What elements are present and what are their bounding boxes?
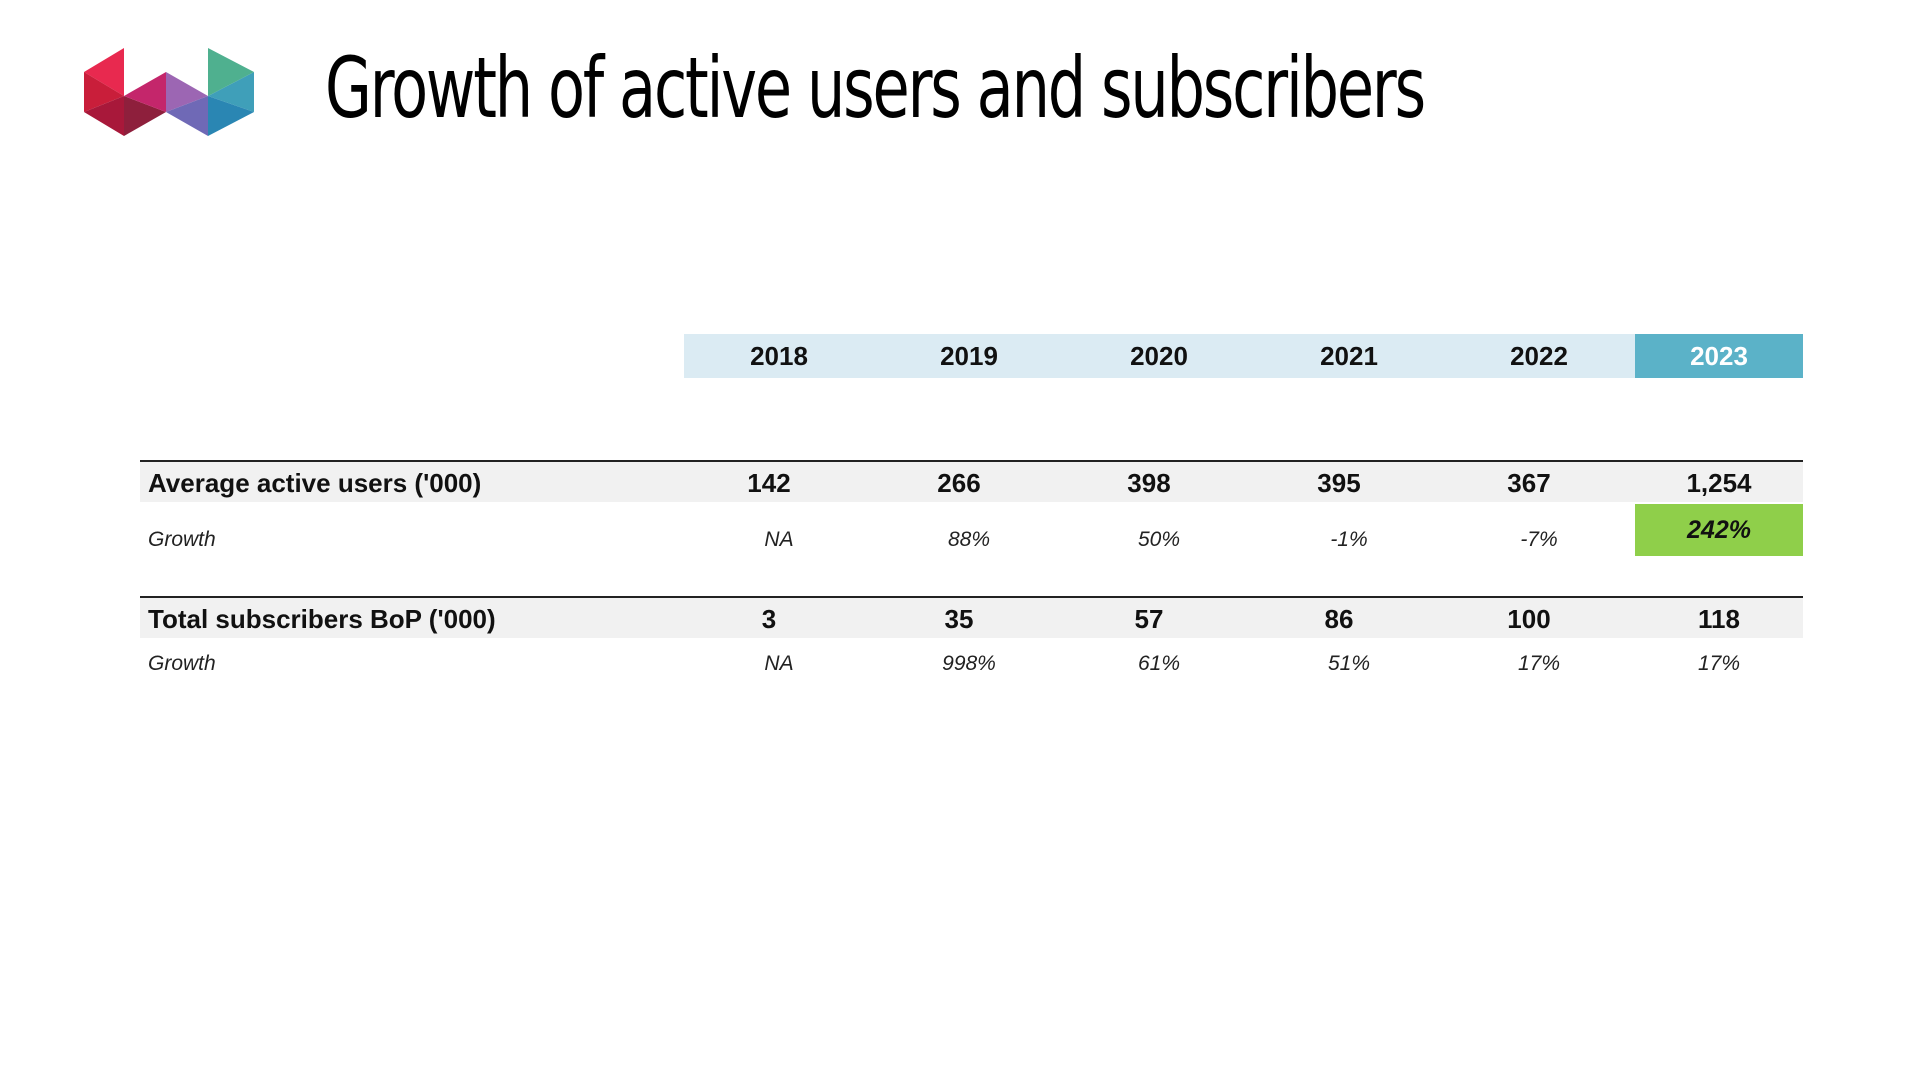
table-cell: 88% bbox=[947, 528, 991, 551]
table-cell: 50% bbox=[1137, 528, 1181, 551]
year-header-2022: 2022 bbox=[1510, 340, 1568, 371]
table-cell: 57 bbox=[1134, 603, 1164, 634]
table-row bbox=[140, 596, 1803, 638]
year-header-2018: 2018 bbox=[750, 340, 808, 371]
year-header-2020: 2020 bbox=[1130, 340, 1188, 371]
table-cell: 242% bbox=[1687, 515, 1751, 544]
row-label-growth: Growth bbox=[148, 652, 216, 675]
table-cell: NA bbox=[764, 528, 794, 551]
page-title: Growth of active users and subscribers bbox=[325, 39, 1426, 137]
table-cell: 367 bbox=[1507, 467, 1551, 498]
growth-highlight-cell bbox=[1635, 504, 1803, 556]
year-header-2019: 2019 bbox=[940, 340, 998, 371]
table-cell: -1% bbox=[1330, 528, 1368, 551]
table-cell: 395 bbox=[1317, 467, 1361, 498]
table-cell: 61% bbox=[1137, 652, 1181, 675]
table-cell: -7% bbox=[1520, 528, 1558, 551]
table-cell: 266 bbox=[937, 467, 981, 498]
table-cell: 398 bbox=[1127, 467, 1171, 498]
table-cell: 142 bbox=[747, 467, 791, 498]
row-label-growth: Growth bbox=[148, 528, 216, 551]
row-label-active-users: Average active users ('000) bbox=[148, 467, 482, 498]
year-header-band bbox=[684, 334, 1635, 378]
table-cell: 118 bbox=[1698, 603, 1740, 634]
table-cell: 17% bbox=[1517, 652, 1561, 675]
table-cell: 998% bbox=[942, 652, 996, 675]
table-row bbox=[140, 460, 1803, 502]
table-cell: 3 bbox=[761, 603, 777, 634]
table-cell: 51% bbox=[1327, 652, 1371, 675]
table-cell: 35 bbox=[944, 603, 974, 634]
table-cell: 1,254 bbox=[1686, 467, 1752, 498]
year-header-2021: 2021 bbox=[1320, 340, 1378, 371]
table-cell: 100 bbox=[1507, 603, 1551, 634]
year-header-highlight bbox=[1635, 334, 1803, 378]
table-cell: NA bbox=[764, 652, 794, 675]
year-header-2023: 2023 bbox=[1690, 340, 1748, 371]
table-cell: 86 bbox=[1324, 603, 1354, 634]
company-logo-icon bbox=[84, 48, 254, 136]
row-label-subscribers: Total subscribers BoP ('000) bbox=[148, 603, 496, 634]
table-cell: 17% bbox=[1697, 652, 1741, 675]
